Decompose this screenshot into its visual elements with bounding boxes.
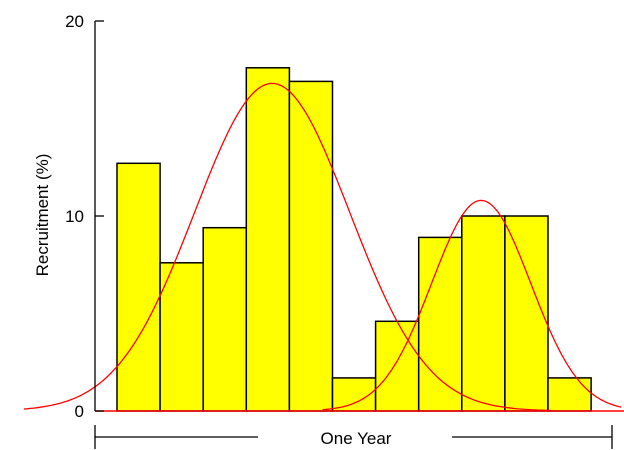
- bar-7: [374, 320, 420, 412]
- x-axis: One Year: [94, 425, 613, 449]
- fitted-curve-1: [23, 82, 552, 412]
- bar-1: [116, 162, 161, 412]
- bar-2: [159, 262, 204, 412]
- curves-group: [23, 82, 622, 412]
- bar-3: [202, 226, 248, 412]
- fitted-curve-2: [322, 199, 622, 411]
- bars-group: [116, 67, 592, 412]
- bar-4: [245, 67, 291, 412]
- bar-5: [288, 80, 334, 412]
- bar-11: [547, 377, 592, 412]
- y-axis-title: Recruitment (%): [33, 154, 52, 277]
- y-tick-label-10: 10: [65, 207, 84, 226]
- y-tick-label-20: 20: [65, 12, 84, 31]
- x-axis-title: One Year: [321, 429, 392, 448]
- bar-8: [417, 236, 463, 412]
- bar-10: [504, 215, 549, 412]
- y-tick-label-0: 0: [75, 402, 84, 421]
- y-axis: 0 10 20: [65, 12, 104, 421]
- bar-9: [461, 215, 506, 412]
